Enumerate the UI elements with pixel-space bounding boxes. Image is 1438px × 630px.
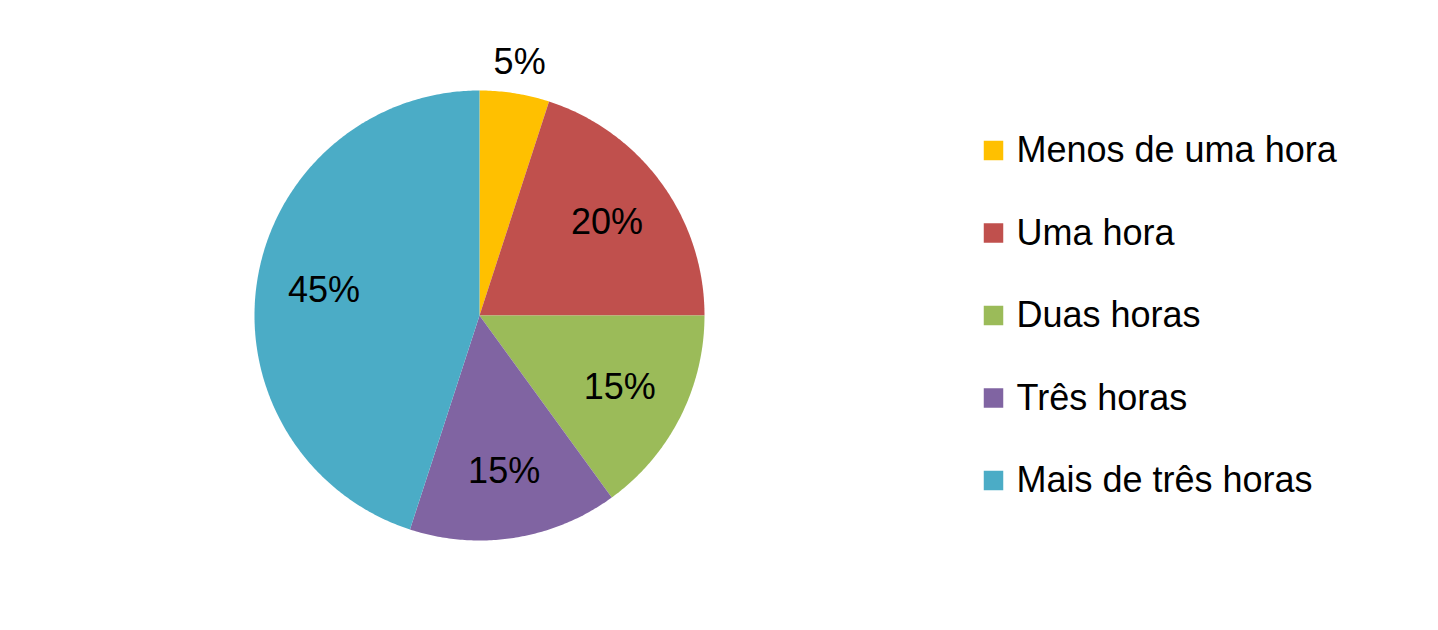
svg-text:Três horas: Três horas xyxy=(1017,377,1188,418)
svg-text:Menos de uma hora: Menos de uma hora xyxy=(1017,129,1338,170)
svg-text:20%: 20% xyxy=(571,201,643,242)
svg-text:45%: 45% xyxy=(288,269,360,310)
svg-text:Mais de três horas: Mais de três horas xyxy=(1017,459,1313,500)
svg-text:15%: 15% xyxy=(468,450,540,491)
svg-text:Uma hora: Uma hora xyxy=(1017,212,1176,253)
svg-text:5%: 5% xyxy=(494,41,546,82)
svg-text:Duas horas: Duas horas xyxy=(1017,294,1201,335)
svg-text:15%: 15% xyxy=(584,366,656,407)
